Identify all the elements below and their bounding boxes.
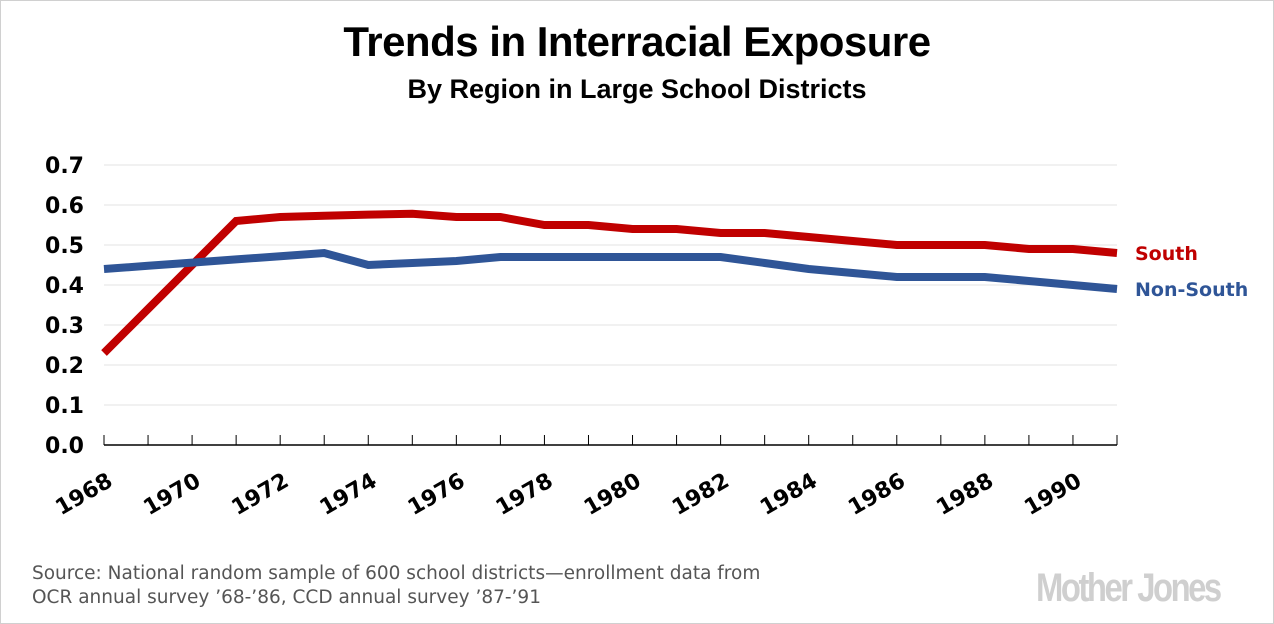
chart-subtitle: By Region in Large School Districts xyxy=(407,74,867,104)
series-label-south: South xyxy=(1135,243,1198,265)
x-tick-label: 1984 xyxy=(756,469,822,521)
y-tick-label: 0.1 xyxy=(45,394,84,419)
x-tick-label: 1974 xyxy=(316,469,382,521)
series-line-non-south xyxy=(103,248,1118,293)
x-tick-label: 1968 xyxy=(51,469,117,521)
y-tick-label: 0.5 xyxy=(45,234,84,259)
y-tick-label: 0.7 xyxy=(45,154,84,179)
x-tick-label: 1980 xyxy=(580,469,646,521)
y-tick-label: 0.4 xyxy=(45,274,84,299)
x-tick-label: 1976 xyxy=(404,469,470,521)
x-axis-tick-labels: 1968 1970 1972 1974 1976 1978 1980 1982 1984 1986… xyxy=(51,469,1085,521)
x-axis xyxy=(103,435,1118,446)
x-tick-label: 1972 xyxy=(228,469,294,521)
y-axis-tick-labels: 0.0 0.1 0.2 0.3 0.4 0.5 0.6 0.7 xyxy=(45,154,84,459)
x-tick-label: 1970 xyxy=(140,469,206,521)
chart-title: Trends in Interracial Exposure xyxy=(343,18,931,65)
series-labels: South Non-South xyxy=(1135,243,1248,301)
source-line-1: Source: National random sample of 600 sc… xyxy=(32,563,761,584)
series-label-non-south: Non-South xyxy=(1135,279,1248,301)
series-lines xyxy=(101,209,1118,356)
x-tick-label: 1990 xyxy=(1020,469,1086,521)
y-tick-label: 0.2 xyxy=(45,354,84,379)
x-tick-label: 1988 xyxy=(932,469,998,521)
x-tick-label: 1978 xyxy=(492,469,558,521)
y-tick-label: 0.0 xyxy=(45,434,84,459)
gridlines xyxy=(104,164,1117,406)
y-tick-label: 0.6 xyxy=(45,194,84,219)
source-line-2: OCR annual survey ’68-’86, CCD annual su… xyxy=(32,587,541,608)
source-note: Source: National random sample of 600 sc… xyxy=(32,562,932,610)
y-tick-label: 0.3 xyxy=(45,314,84,339)
x-tick-label: 1982 xyxy=(668,469,734,521)
x-tick-label: 1986 xyxy=(844,469,910,521)
mother-jones-logo: Mother Jones xyxy=(1036,566,1222,610)
series-line-south xyxy=(101,209,1118,356)
